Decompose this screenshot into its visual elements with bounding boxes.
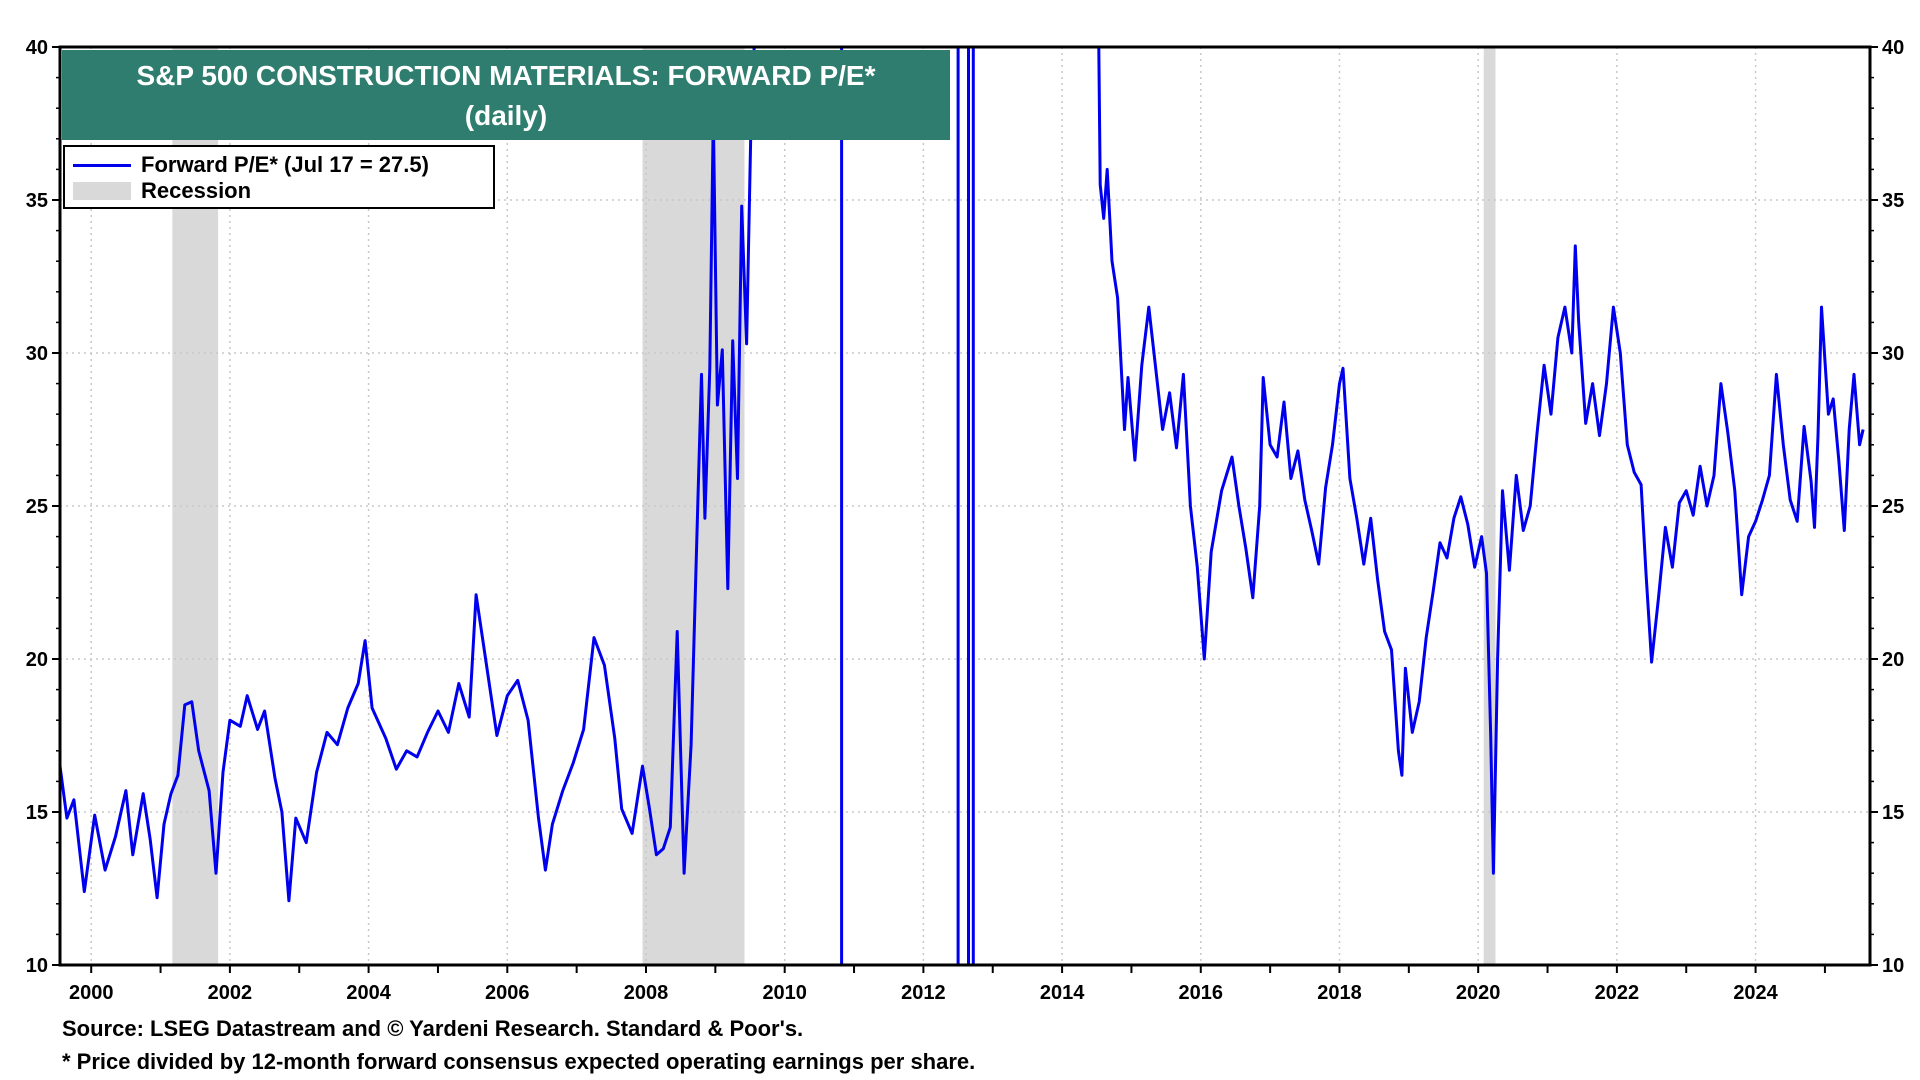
series-line-segment-5: [1097, 46, 1865, 875]
series-layer: [58, 46, 1865, 965]
x-tick-label: 2010: [762, 982, 807, 1004]
y-tick-label-right: 20: [1882, 649, 1904, 671]
legend-recession-label: Recession: [141, 178, 252, 203]
y-tick-label-left: 40: [26, 37, 48, 59]
y-tick-label-left: 10: [26, 955, 48, 977]
y-tick-label-left: 35: [26, 190, 48, 212]
y-tick-label-right: 25: [1882, 496, 1904, 518]
y-tick-label-left: 20: [26, 649, 48, 671]
legend-recession-swatch: [73, 182, 131, 200]
legend-item-recession: Recession: [73, 178, 251, 204]
x-tick-label: 2004: [346, 982, 391, 1004]
x-tick-label: 2006: [485, 982, 530, 1004]
legend: Forward P/E* (Jul 17 = 27.5) Recession: [63, 145, 495, 209]
y-tick-label-right: 30: [1882, 343, 1904, 365]
legend-series-label: Forward P/E* (Jul 17 = 27.5): [141, 152, 429, 177]
x-tick-label: 2016: [1179, 982, 1224, 1004]
chart-title-box: S&P 500 CONSTRUCTION MATERIALS: FORWARD …: [62, 50, 950, 140]
chart-title: S&P 500 CONSTRUCTION MATERIALS: FORWARD …: [136, 60, 876, 91]
x-tick-label: 2014: [1040, 982, 1085, 1004]
legend-line-swatch: [73, 163, 131, 167]
y-tick-label-right: 15: [1882, 802, 1904, 824]
legend-item-series: Forward P/E* (Jul 17 = 27.5): [73, 152, 429, 178]
x-tick-label: 2022: [1595, 982, 1640, 1004]
x-tick-label: 2018: [1317, 982, 1362, 1004]
y-tick-label-right: 40: [1882, 37, 1904, 59]
x-tick-label: 2024: [1733, 982, 1778, 1004]
x-tick-label: 2008: [624, 982, 669, 1004]
footnote: * Price divided by 12-month forward cons…: [62, 1049, 976, 1074]
source-note: Source: LSEG Datastream and © Yardeni Re…: [62, 1016, 804, 1041]
chart-subtitle: (daily): [464, 100, 548, 131]
y-tick-label-left: 25: [26, 496, 48, 518]
series-line-segment-0: [58, 46, 756, 903]
x-tick-label: 2012: [901, 982, 946, 1004]
y-tick-label-right: 35: [1882, 190, 1904, 212]
x-tick-label: 2002: [208, 982, 253, 1004]
x-tick-label: 2000: [69, 982, 114, 1004]
y-tick-label-left: 15: [26, 802, 48, 824]
x-tick-label: 2020: [1456, 982, 1501, 1004]
y-tick-label-left: 30: [26, 343, 48, 365]
y-tick-label-right: 10: [1882, 955, 1904, 977]
